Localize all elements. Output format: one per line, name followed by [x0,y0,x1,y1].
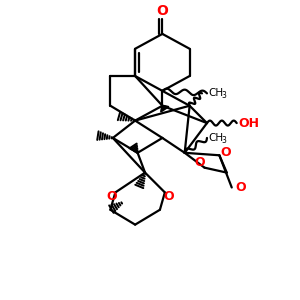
Text: 3: 3 [222,91,227,100]
Text: O: O [236,181,246,194]
Text: OH: OH [238,117,259,130]
Text: 3: 3 [222,136,227,145]
Text: CH: CH [208,133,223,143]
Text: CH: CH [208,88,223,98]
Text: O: O [163,190,174,202]
Text: O: O [194,156,205,169]
Text: O: O [220,146,231,159]
Text: O: O [106,190,117,202]
Text: O: O [156,4,168,18]
